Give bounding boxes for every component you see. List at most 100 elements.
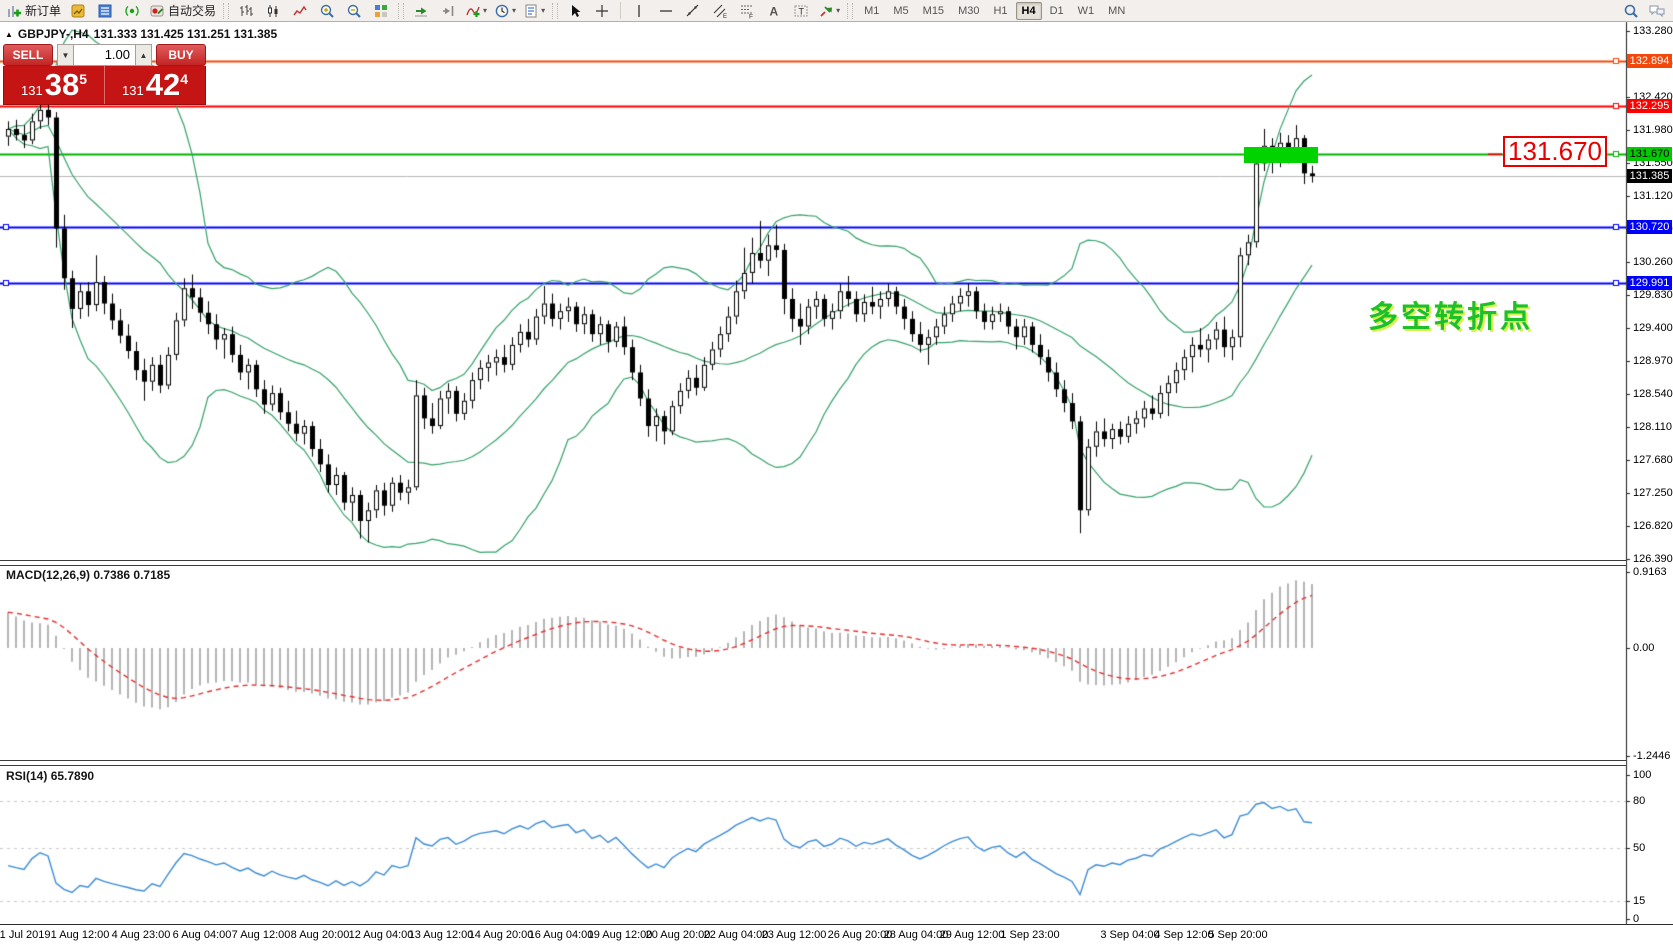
buy-button[interactable]: BUY	[156, 44, 206, 66]
signal-icon	[125, 5, 139, 16]
highlight-rectangle[interactable]	[1244, 147, 1318, 163]
toolbar-grip[interactable]	[398, 2, 405, 19]
text-icon: A	[770, 4, 779, 18]
dropdown-caret-icon: ▾	[541, 6, 546, 15]
symbol-period: GBPJPY-,H4	[17, 27, 89, 41]
indicators-button[interactable]: ▾	[462, 0, 490, 22]
sell-price-sup: 5	[79, 71, 87, 87]
rsi-window-splitter[interactable]	[0, 760, 1626, 766]
volume-stepper: ▼ 1.00 ▲	[57, 44, 152, 66]
channel-tool-button[interactable]: E	[707, 0, 733, 22]
arrows-icon	[820, 5, 833, 17]
toolbar-separator	[620, 2, 622, 19]
vertical-line-icon	[638, 4, 640, 17]
collapse-arrow-icon[interactable]: ▲	[5, 29, 13, 39]
arrows-tool-button[interactable]: ▾	[815, 0, 843, 22]
dropdown-caret-icon: ▾	[836, 6, 841, 15]
chart-shift-icon	[443, 5, 454, 16]
tile-windows-button[interactable]	[368, 0, 394, 22]
signals-button[interactable]	[119, 0, 145, 22]
candlestick-icon	[268, 4, 278, 17]
zoom-in-button[interactable]	[314, 0, 340, 22]
horizontal-line-icon	[660, 9, 673, 12]
volume-field[interactable]: 1.00	[74, 44, 135, 66]
one-click-trading-panel: SELL ▼ 1.00 ▲ BUY 131 38 5 131 42 4	[3, 44, 206, 105]
timeframe-m1[interactable]: M1	[864, 4, 880, 17]
dropdown-caret-icon: ▾	[483, 6, 488, 15]
equidistant-channel-icon: E	[713, 4, 727, 19]
buy-price-display[interactable]: 131 42 4	[104, 66, 205, 104]
bar-chart-button[interactable]	[233, 0, 259, 22]
buy-price-sup: 4	[180, 71, 188, 87]
text-tool-button[interactable]: A	[761, 0, 787, 22]
crosshair-tool-button[interactable]	[589, 0, 615, 22]
price-callout-box[interactable]: 131.670	[1503, 136, 1607, 167]
timeframe-group: M1 M5 M15 M30 H1 H4 D1 W1 MN	[857, 1, 1132, 20]
sell-price-big: 38	[44, 67, 80, 102]
annotation-text[interactable]: 多空转折点	[1368, 301, 1533, 334]
line-chart-icon	[293, 5, 307, 15]
svg-text:T: T	[799, 6, 805, 16]
timeframe-mn[interactable]: MN	[1108, 4, 1126, 17]
search-button[interactable]	[1618, 0, 1644, 22]
search-icon	[1624, 4, 1638, 18]
dropdown-caret-icon: ▾	[512, 6, 517, 15]
zoom-out-button[interactable]	[341, 0, 367, 22]
ohlc-values: 131.333 131.425 131.251 131.385	[93, 27, 278, 41]
gold-chart-icon	[71, 4, 85, 17]
volume-increase-button[interactable]: ▲	[135, 44, 152, 66]
cursor-icon	[572, 4, 581, 17]
volume-decrease-button[interactable]: ▼	[57, 44, 74, 66]
auto-trading-button[interactable]: 自动交易	[146, 0, 219, 22]
timeframe-m5[interactable]: M5	[893, 4, 909, 17]
timeframe-m30[interactable]: M30	[958, 4, 980, 17]
candlestick-chart-button[interactable]	[260, 0, 286, 22]
chart-shift-button[interactable]	[435, 0, 461, 22]
rsi-label: RSI(14) 65.7890	[6, 769, 95, 783]
auto-scroll-icon	[415, 7, 428, 16]
vertical-line-tool-button[interactable]	[626, 0, 652, 22]
line-chart-button[interactable]	[287, 0, 313, 22]
svg-text:E: E	[723, 14, 727, 19]
zoom-in-icon	[320, 4, 334, 18]
text-label-tool-button[interactable]: T	[788, 0, 814, 22]
tile-windows-icon	[375, 4, 388, 17]
horizontal-line-tool-button[interactable]	[653, 0, 679, 22]
timeframe-d1[interactable]: D1	[1049, 4, 1064, 17]
profiles-button[interactable]	[65, 0, 91, 22]
toolbar-grip[interactable]	[847, 2, 854, 19]
toolbar-grip[interactable]	[552, 2, 559, 19]
crosshair-icon	[596, 4, 609, 17]
fibonacci-tool-button[interactable]: F	[734, 0, 760, 22]
timeframe-m15[interactable]: M15	[922, 4, 945, 17]
auto-trading-label: 自动交易	[168, 4, 217, 18]
auto-trading-icon	[150, 5, 164, 16]
timeframe-w1[interactable]: W1	[1077, 4, 1095, 17]
buy-price-big: 42	[145, 67, 181, 102]
time-axis-separator	[0, 924, 1673, 925]
trendline-tool-button[interactable]	[680, 0, 706, 22]
svg-text:F: F	[749, 13, 753, 19]
cursor-tool-button[interactable]	[562, 0, 588, 22]
buy-price-prefix: 131	[122, 82, 144, 98]
sell-button[interactable]: SELL	[3, 44, 53, 66]
auto-scroll-button[interactable]	[408, 0, 434, 22]
periods-button[interactable]: ▾	[491, 0, 519, 22]
clock-icon	[495, 4, 509, 17]
new-order-label: 新订单	[25, 4, 62, 18]
fibonacci-icon: F	[741, 5, 754, 19]
timeframe-h1[interactable]: H1	[993, 4, 1008, 17]
macd-window-splitter[interactable]	[0, 560, 1626, 566]
market-watch-icon	[98, 4, 112, 17]
toolbar-grip[interactable]	[223, 2, 230, 19]
market-watch-button[interactable]	[92, 0, 118, 22]
sell-price-display[interactable]: 131 38 5	[4, 66, 104, 104]
new-order-icon	[8, 5, 21, 17]
templates-button[interactable]: ▾	[520, 0, 548, 22]
new-order-button[interactable]: 新订单	[3, 0, 64, 22]
chat-button[interactable]	[1644, 0, 1670, 22]
timeframe-h4[interactable]: H4	[1015, 1, 1042, 20]
trendline-icon	[686, 4, 699, 16]
